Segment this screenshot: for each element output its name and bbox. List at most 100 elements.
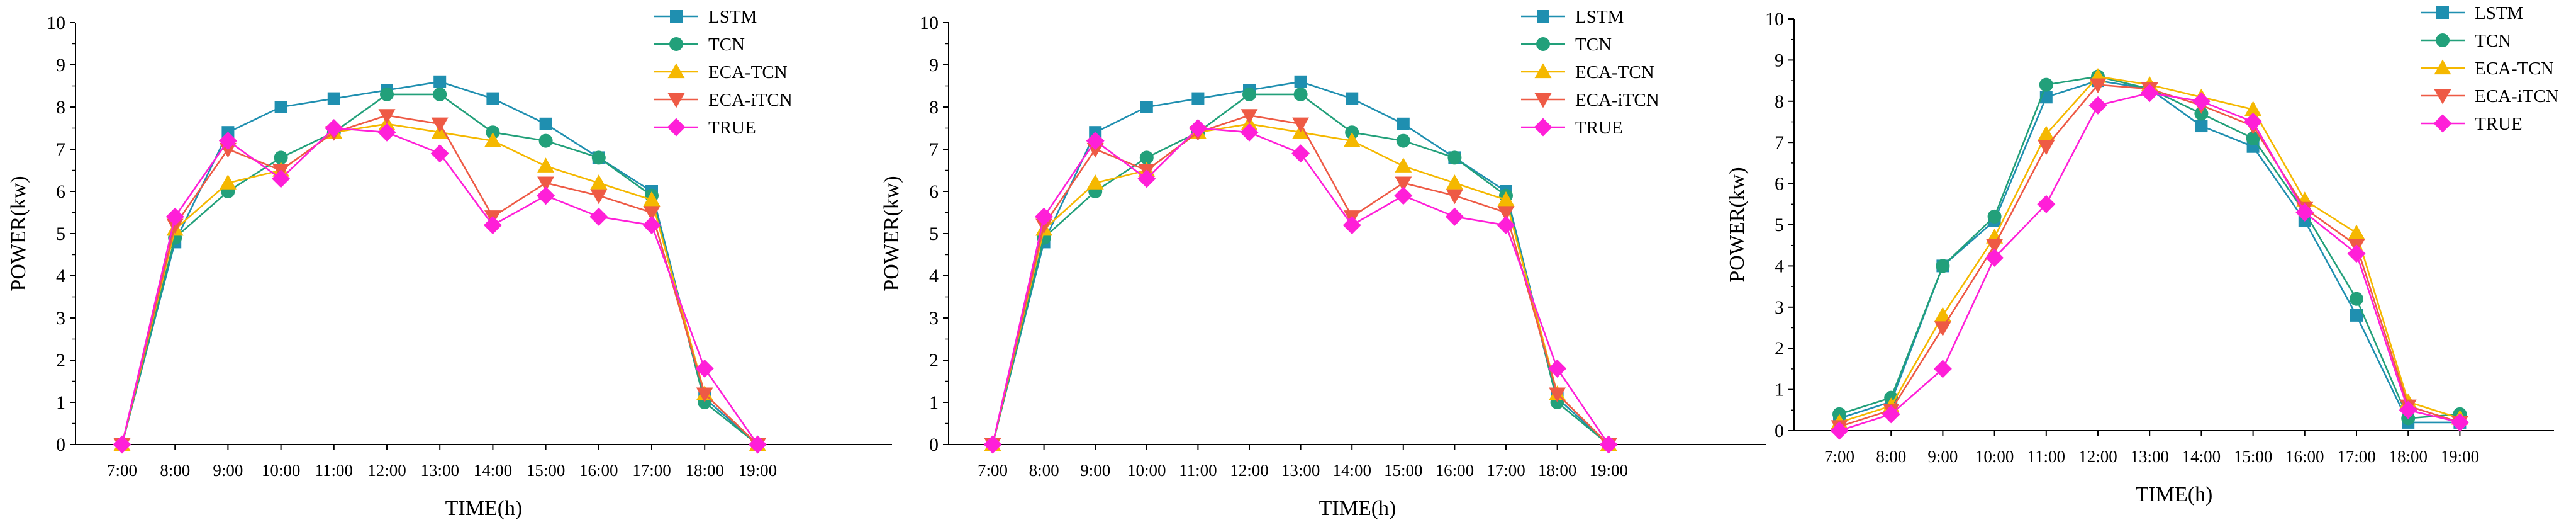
data-point xyxy=(1497,206,1515,221)
data-point xyxy=(538,133,553,148)
legend-label: ECA-iTCN xyxy=(708,90,793,110)
x-tick-label: 16:00 xyxy=(2285,447,2324,466)
x-tick-label: 10:00 xyxy=(262,461,301,480)
data-point xyxy=(1933,360,1952,378)
y-tick-label: 6 xyxy=(1775,174,1784,195)
series-line xyxy=(991,115,1610,445)
data-point xyxy=(2140,84,2159,103)
chart-panel-1: 0 1 2 3 4 5 6 7 8 9 10 7:00 8:00 9:00 10:00 11:00 12:00 1… xyxy=(7,7,892,520)
x-axis-title: TIME(h) xyxy=(445,497,523,520)
data-point xyxy=(2350,309,2363,322)
series-tcn xyxy=(115,87,765,451)
x-tick-label: 18:00 xyxy=(2389,447,2428,466)
data-point xyxy=(643,206,661,221)
y-tick-label: 0 xyxy=(56,434,65,455)
data-point xyxy=(483,216,502,235)
series-lstm xyxy=(1833,74,2467,429)
data-point xyxy=(219,174,237,190)
data-point xyxy=(1934,321,1951,336)
data-point xyxy=(2088,96,2107,115)
x-tick-label: 13:00 xyxy=(2130,447,2169,466)
data-point xyxy=(983,435,1002,454)
legend: LSTM TCN ECA-TCN ECA-iTCN TRUE xyxy=(1521,7,1659,138)
y-tick-label: 2 xyxy=(56,350,65,371)
x-tick-label: 7:00 xyxy=(1824,447,1854,466)
data-point xyxy=(1240,123,1259,142)
x-tick-label: 10:00 xyxy=(1127,461,1166,480)
series-line xyxy=(121,115,759,445)
y-tick-label: 1 xyxy=(929,392,939,413)
data-point xyxy=(1987,209,2002,224)
data-point xyxy=(2089,78,2107,94)
y-tick-label: 3 xyxy=(1775,297,1784,318)
x-tick-label: 14:00 xyxy=(2182,447,2221,466)
data-point xyxy=(539,117,552,130)
x-tick-label: 12:00 xyxy=(1230,461,1269,480)
data-point xyxy=(377,123,396,142)
data-point xyxy=(433,87,447,101)
data-point xyxy=(1882,405,1900,424)
x-tick-label: 11:00 xyxy=(1179,461,1217,480)
data-point xyxy=(2038,140,2055,156)
data-point xyxy=(1294,75,1307,88)
legend-marker xyxy=(2434,89,2451,105)
data-point xyxy=(642,216,661,235)
data-point xyxy=(1342,216,1361,235)
legend-label: ECA-iTCN xyxy=(1575,90,1659,110)
x-tick-label: 15:00 xyxy=(2234,447,2273,466)
data-point xyxy=(486,92,499,105)
data-point xyxy=(695,359,714,378)
y-axis-title: POWER(kw) xyxy=(1726,167,1749,282)
chart-panel-3: 0 1 2 3 4 5 6 7 8 9 10 7:00 8:00 9:00 10:00 11:00 12:00 1… xyxy=(1726,3,2559,506)
legend-marker xyxy=(667,93,685,108)
data-point xyxy=(2246,131,2260,145)
data-point xyxy=(537,186,555,205)
y-tick-label: 0 xyxy=(929,434,939,455)
data-point xyxy=(2348,224,2365,240)
data-point xyxy=(1395,176,1412,192)
data-point xyxy=(2347,244,2366,263)
chart-panel-2: 0 1 2 3 4 5 6 7 8 9 10 7:00 8:00 9:00 10:00 11:00 12:00 1… xyxy=(880,7,1766,520)
legend-marker xyxy=(667,118,686,137)
series-eca-tcn xyxy=(1831,68,2468,429)
x-tick-label: 14:00 xyxy=(474,461,513,480)
series-eca-itcn xyxy=(1831,78,2468,435)
y-tick-label: 9 xyxy=(56,55,65,76)
y-axis-title: POWER(kw) xyxy=(7,176,30,291)
legend-label: ECA-TCN xyxy=(708,62,788,82)
data-point xyxy=(1934,307,1951,322)
series-tcn xyxy=(1832,69,2467,426)
legend-marker xyxy=(669,37,683,51)
x-tick-label: 17:00 xyxy=(2337,447,2376,466)
legend-marker xyxy=(1534,93,1552,108)
data-point xyxy=(2244,101,2262,116)
data-point xyxy=(1549,387,1566,403)
data-point xyxy=(1346,92,1359,105)
legend-marker xyxy=(1537,10,1549,23)
data-point xyxy=(1986,239,2004,254)
series-true xyxy=(1830,84,2469,440)
data-point xyxy=(166,218,184,234)
data-point xyxy=(2295,203,2314,222)
data-point xyxy=(1188,119,1207,137)
data-point xyxy=(1191,92,1205,105)
y-tick-label: 4 xyxy=(56,266,65,286)
x-axis-title: TIME(h) xyxy=(2136,483,2213,506)
data-point xyxy=(591,150,606,165)
y-tick-label: 6 xyxy=(929,181,939,202)
series-line xyxy=(1839,92,2460,432)
y-tick-label: 5 xyxy=(56,224,65,244)
data-point xyxy=(590,189,608,205)
series-line xyxy=(121,123,759,445)
data-point xyxy=(431,117,449,133)
x-tick-label: 9:00 xyxy=(1080,461,1110,480)
data-point xyxy=(433,75,447,88)
data-point xyxy=(1396,133,1410,148)
data-point xyxy=(537,176,555,192)
x-tick-label: 13:00 xyxy=(420,461,459,480)
data-point xyxy=(2192,92,2211,111)
data-point xyxy=(430,144,449,163)
x-tick-label: 17:00 xyxy=(632,461,671,480)
x-tick-label: 16:00 xyxy=(1436,461,1475,480)
data-point xyxy=(1242,87,1256,101)
